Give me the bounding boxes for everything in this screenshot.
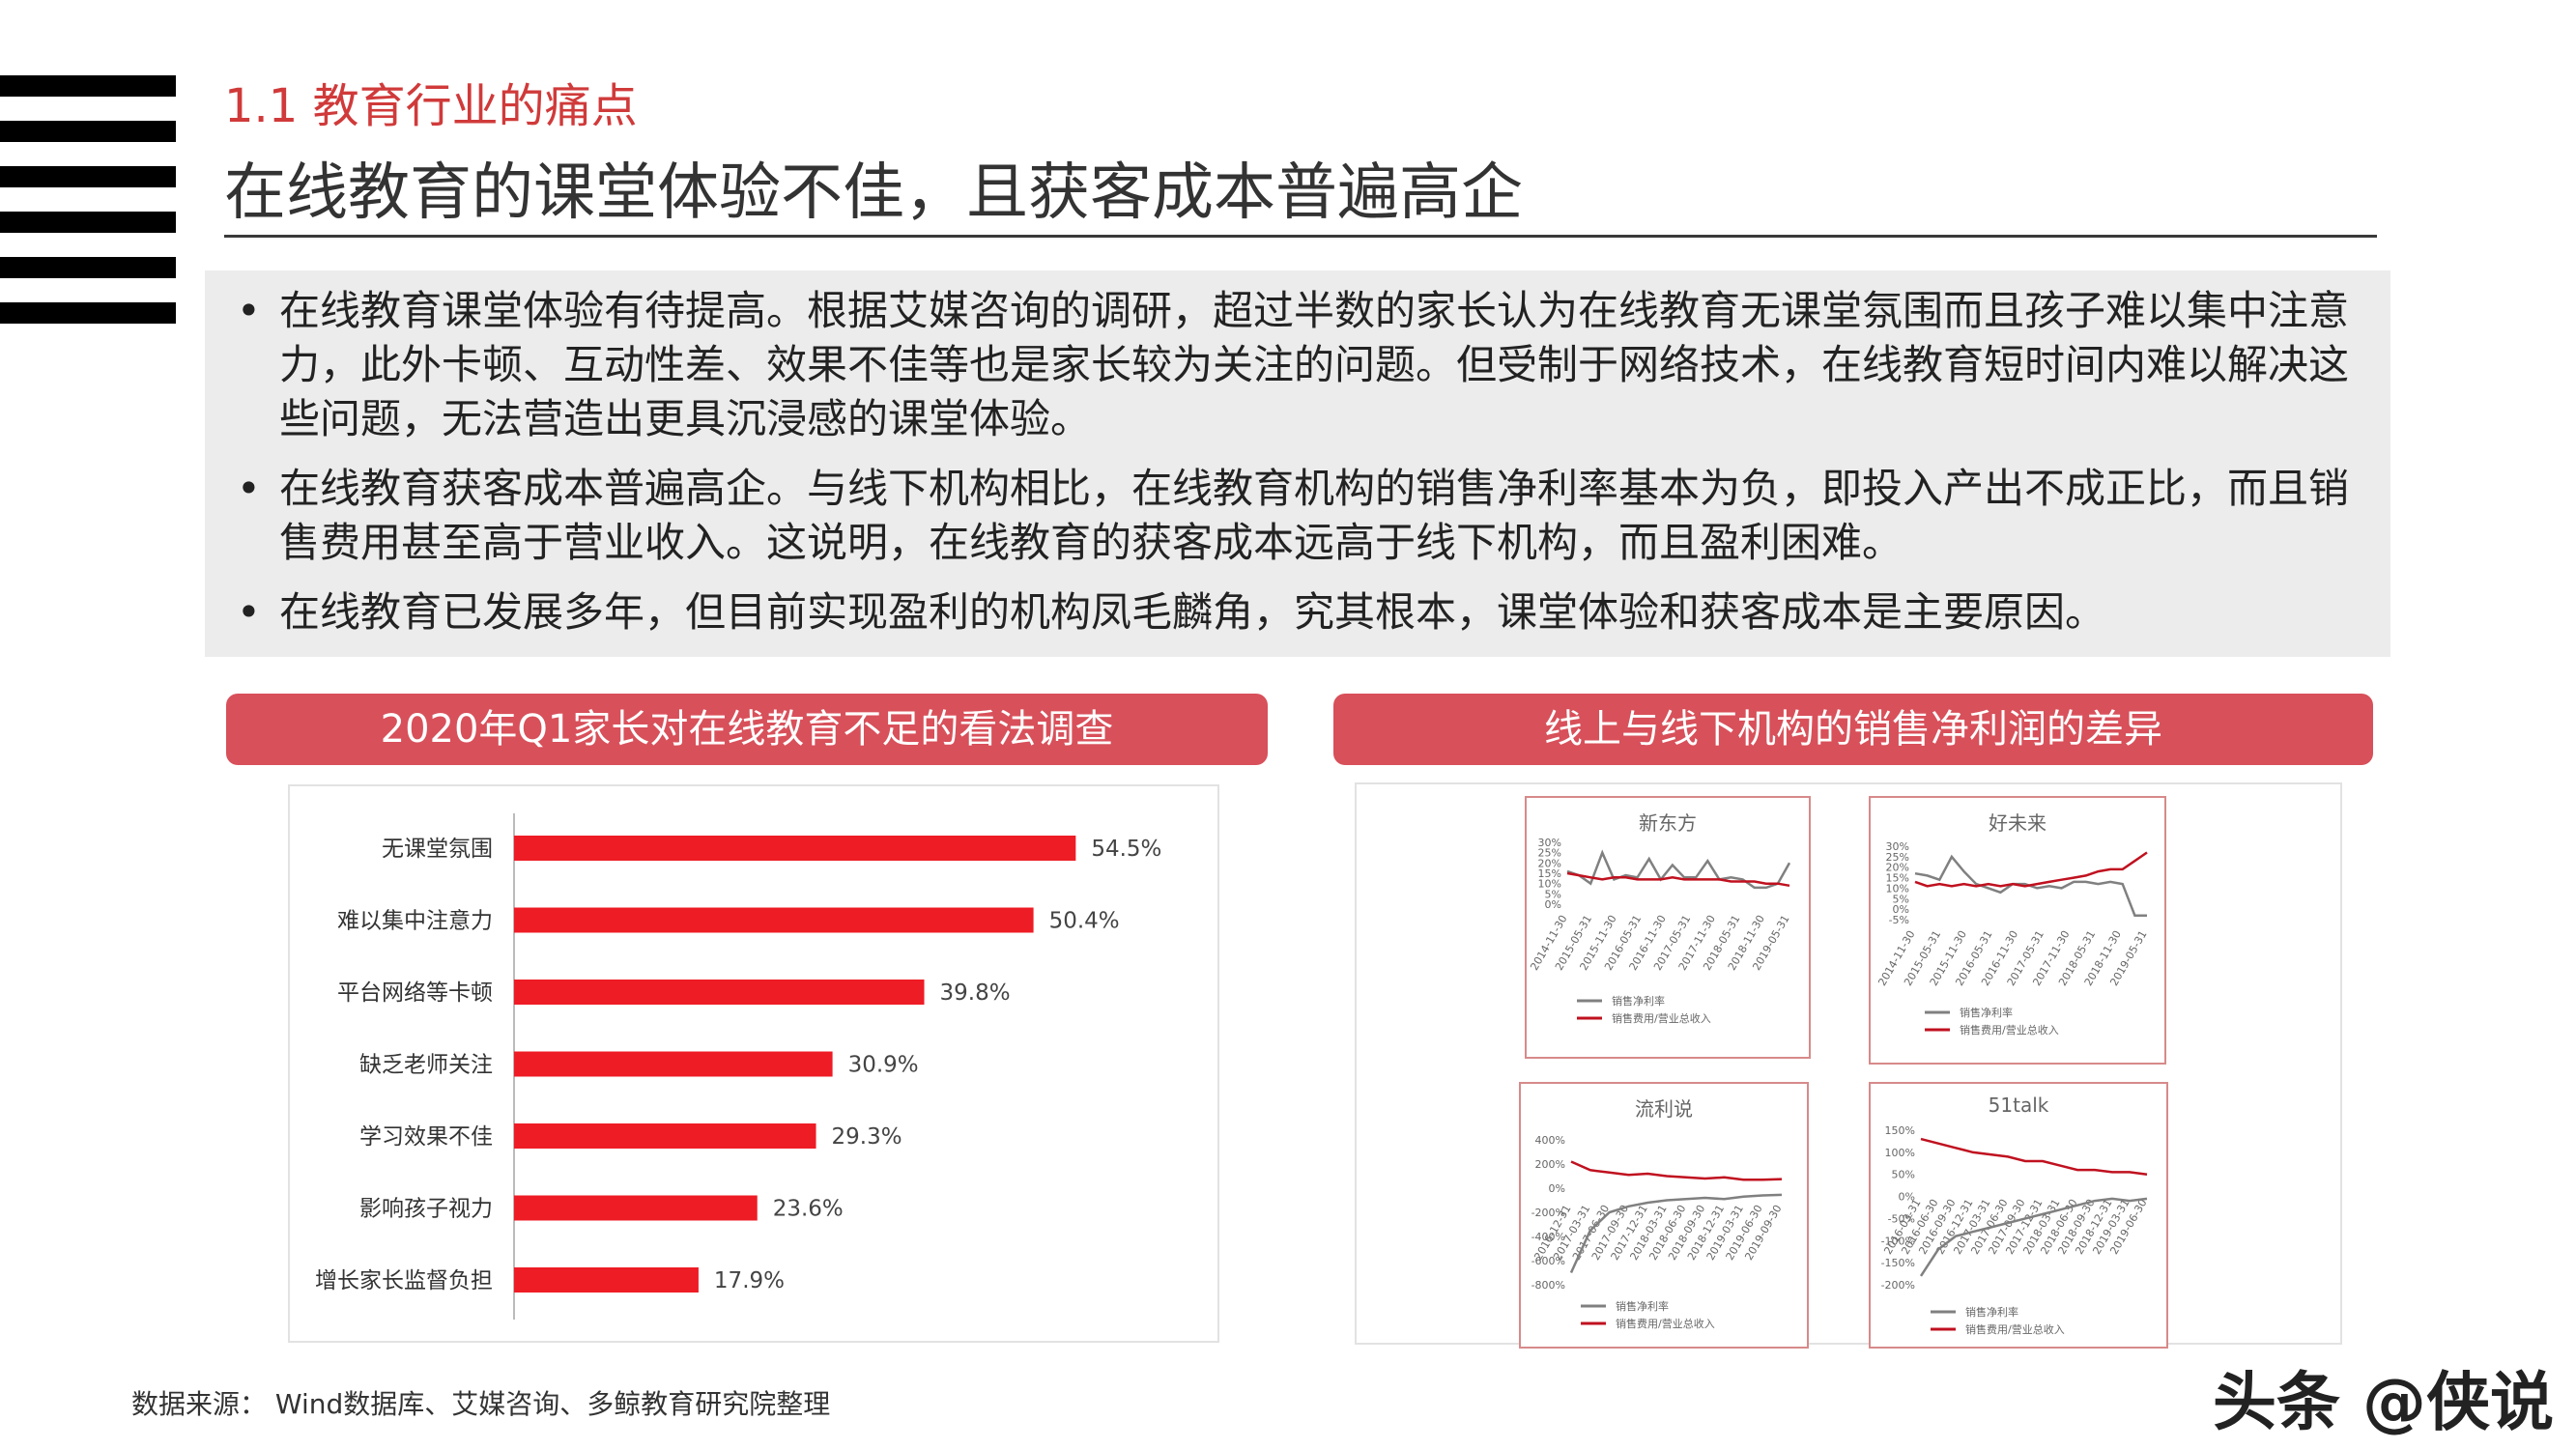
y-tick-label: 100% — [1885, 1147, 1915, 1159]
y-tick-label: 0% — [1893, 903, 1909, 916]
bullet-text: 在线教育已发展多年，但目前实现盈利的机构凤毛麟角，究其根本，课堂体验和获客成本是… — [279, 588, 2106, 636]
y-tick-label: -100% — [1881, 1235, 1915, 1247]
y-tick-label: -5% — [1889, 914, 1909, 926]
y-tick-label: 25% — [1886, 851, 1909, 864]
bullet-item: • 在线教育获客成本普遍高企。与线下机构相比，在线教育机构的销售净利率基本为负，… — [219, 462, 2371, 570]
bullet-dot: • — [237, 588, 261, 636]
legend-label: 销售净利率 — [1616, 1299, 1669, 1313]
bar-value-label: 29.3% — [832, 1124, 902, 1150]
bullet-text: 在线教育获客成本普遍高企。与线下机构相比，在线教育机构的销售净利率基本为负，即投… — [279, 465, 2350, 566]
y-tick-label: -600% — [1531, 1255, 1565, 1267]
bar-category-label: 无课堂氛围 — [382, 837, 493, 862]
y-tick-label: 5% — [1545, 888, 1561, 900]
bar — [514, 1051, 833, 1077]
bullet-dot: • — [237, 287, 261, 334]
bar — [514, 907, 1034, 933]
mini-chart-title: 流利说 — [1635, 1097, 1693, 1121]
section-label: 1.1 教育行业的痛点 — [224, 79, 638, 133]
bar-value-label: 54.5% — [1091, 837, 1161, 862]
bullet-dot: • — [237, 465, 261, 512]
y-tick-label: 15% — [1886, 872, 1909, 885]
mini-chart-haoweilai: 好未来 30% 25% 20% 15% 10% 5% 0% -5% 2014-11-30 2015… — [1869, 796, 2166, 1065]
y-tick-label: 15% — [1538, 867, 1561, 880]
y-tick-label: 5% — [1893, 893, 1909, 905]
bullet-text: 在线教育课堂体验有待提高。根据艾媒咨询的调研，超过半数的家长认为在线教育无课堂氛… — [279, 287, 2350, 442]
y-tick-label: 50% — [1892, 1169, 1915, 1181]
page-title: 在线教育的课堂体验不佳，且获客成本普遍高企 — [224, 157, 1523, 229]
y-tick-label: 20% — [1886, 862, 1909, 874]
bar-category-label: 缺乏老师关注 — [359, 1053, 493, 1078]
y-tick-label: 30% — [1886, 840, 1909, 853]
watermark: 头条 @侠说 — [2213, 1365, 2554, 1439]
bar — [514, 1123, 816, 1149]
y-tick-label: 0% — [1899, 1191, 1915, 1204]
bar — [514, 836, 1076, 861]
mini-chart-svg: 400%200%0%-200%-400%-600%-800%2016-12-31… — [1531, 1134, 1785, 1330]
y-tick-label: -200% — [1881, 1279, 1915, 1292]
bar-value-label: 39.8% — [940, 980, 1011, 1006]
title-divider — [224, 235, 2377, 238]
mini-chart-xindongfang: 新东方 30% 25% 20% 15% 10% 5% 0% 2014-11-30 2015-05… — [1525, 796, 1811, 1059]
y-tick-label: 25% — [1538, 847, 1561, 860]
net-margin-line — [1566, 849, 1791, 890]
bar-category-label: 影响孩子视力 — [359, 1197, 493, 1222]
bullet-box: • 在线教育课堂体验有待提高。根据艾媒咨询的调研，超过半数的家长认为在线教育无课… — [205, 270, 2390, 657]
bar-category-label: 学习效果不佳 — [359, 1124, 493, 1150]
y-tick-label: 400% — [1535, 1134, 1565, 1147]
y-tick-label: -150% — [1881, 1257, 1915, 1269]
y-tick-label: -400% — [1531, 1231, 1565, 1243]
mini-chart-title: 51talk — [1988, 1094, 2049, 1117]
y-tick-label: -800% — [1531, 1279, 1565, 1292]
y-tick-label: -50% — [1888, 1212, 1915, 1225]
bar-category-label: 平台网络等卡顿 — [337, 980, 493, 1006]
bar-value-label: 17.9% — [714, 1268, 785, 1293]
bar — [514, 1195, 758, 1221]
sales-expense-line — [1570, 1160, 1783, 1181]
mini-chart-51talk: 51talk 150% 100% 50% 0% -50% -100% -150% -200% 2… — [1869, 1082, 2168, 1349]
bar — [514, 1267, 699, 1293]
y-tick-label: 0% — [1545, 898, 1561, 911]
mini-chart-svg: 150%100%50%0%-50%-100%-150%-200%2016-03-… — [1881, 1124, 2150, 1336]
mini-chart-title: 新东方 — [1639, 811, 1697, 835]
survey-bar-chart: 无课堂氛围 54.5% 难以集中注意力 50.4% 平台网络等卡顿 39.8% 缺乏老师关注… — [288, 784, 1219, 1343]
sales-expense-line — [1920, 1137, 2148, 1176]
profit-panel-header: 线上与线下机构的销售净利润的差异 — [1333, 694, 2373, 765]
y-tick-label: -200% — [1531, 1207, 1565, 1219]
bar-category-label: 难以集中注意力 — [337, 909, 493, 934]
bar-value-label: 30.9% — [848, 1053, 919, 1078]
mini-chart-svg: 30%25%20%15%10%5%0%2014-11-302015-05-312… — [1528, 837, 1791, 1025]
mini-chart-title: 好未来 — [1989, 811, 2046, 835]
legend-label: 销售费用/营业总收入 — [1612, 1011, 1711, 1025]
legend-label: 销售净利率 — [1612, 994, 1665, 1008]
legend-label: 销售净利率 — [1960, 1006, 2013, 1019]
bar-category-label: 增长家长监督负担 — [315, 1268, 493, 1293]
survey-panel-header: 2020年Q1家长对在线教育不足的看法调查 — [226, 694, 1268, 765]
net-margin-line — [1569, 1193, 1783, 1274]
y-tick-label: 30% — [1538, 837, 1561, 849]
bullet-item: • 在线教育已发展多年，但目前实现盈利的机构凤毛麟角，究其根本，课堂体验和获客成… — [219, 585, 2371, 639]
bar-value-label: 50.4% — [1049, 909, 1120, 934]
sales-expense-line — [1566, 871, 1790, 888]
legend-label: 销售费用/营业总收入 — [1965, 1322, 2065, 1336]
sales-expense-line — [1914, 851, 2148, 888]
survey-bar-chart-svg: 无课堂氛围 54.5% 难以集中注意力 50.4% 平台网络等卡顿 39.8% 缺乏老师关注… — [315, 813, 1161, 1320]
y-tick-label: 20% — [1538, 857, 1561, 869]
legend-label: 销售费用/营业总收入 — [1616, 1317, 1715, 1330]
bar-value-label: 23.6% — [773, 1197, 844, 1222]
data-source-note: 数据来源： Wind数据库、艾媒咨询、多鲸教育研究院整理 — [131, 1388, 831, 1420]
legend-label: 销售费用/营业总收入 — [1960, 1023, 2059, 1037]
bar — [514, 980, 925, 1005]
mini-chart-svg: 30%25%20%15%10%5%0%-5%2014-11-302015-05-… — [1875, 840, 2149, 1037]
net-margin-line — [1919, 1197, 2148, 1277]
mini-charts-frame: 新东方 30% 25% 20% 15% 10% 5% 0% 2014-11-30 2015-05… — [1355, 782, 2342, 1349]
y-tick-label: 200% — [1535, 1158, 1565, 1171]
y-tick-label: 0% — [1549, 1182, 1565, 1195]
y-tick-label: 10% — [1886, 882, 1909, 895]
y-tick-label: 150% — [1885, 1124, 1915, 1137]
legend-label: 销售净利率 — [1965, 1305, 2018, 1319]
bullet-item: • 在线教育课堂体验有待提高。根据艾媒咨询的调研，超过半数的家长认为在线教育无课… — [219, 284, 2371, 446]
mini-chart-liulishuo: 流利说 400% 200% 0% -200% -400% -600% -800% 2016-1… — [1519, 1082, 1809, 1349]
y-tick-label: 10% — [1538, 878, 1561, 891]
header-stripes-decoration — [0, 75, 176, 348]
